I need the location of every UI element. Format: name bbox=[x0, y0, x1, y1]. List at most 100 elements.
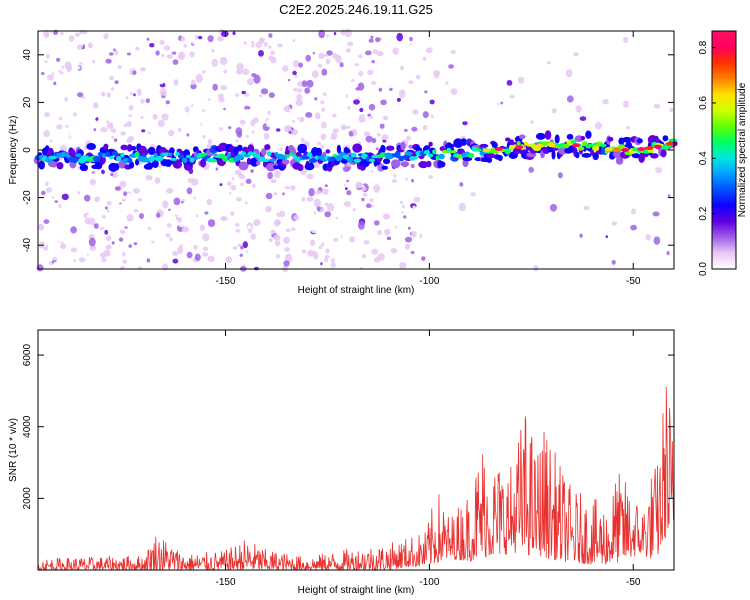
spectrogram-cell bbox=[243, 51, 248, 56]
spectrogram-cell bbox=[95, 117, 99, 121]
spectrogram-cell bbox=[400, 141, 406, 151]
spectrogram-cell bbox=[418, 161, 429, 169]
spectrogram-cell bbox=[117, 65, 122, 70]
spectrogram-cell bbox=[46, 48, 52, 54]
spectrogram-cell bbox=[566, 133, 574, 140]
spectrogram-cell bbox=[422, 111, 429, 119]
spectrogram-cell bbox=[195, 214, 199, 218]
spectrogram-cell bbox=[111, 171, 119, 179]
spectrogram-cell bbox=[226, 152, 231, 158]
spectrogram-cell bbox=[114, 163, 120, 171]
spectrogram-cell bbox=[298, 62, 303, 68]
spectrogram-cell bbox=[153, 152, 158, 157]
spectrogram-cell bbox=[666, 251, 670, 256]
spectrogram-cell bbox=[204, 211, 209, 215]
spectrogram-cell bbox=[162, 200, 169, 209]
spectrogram-cell bbox=[45, 145, 50, 151]
spectrogram-cell bbox=[474, 148, 482, 152]
spectrogram-cell bbox=[202, 109, 206, 112]
spectrogram-cell bbox=[292, 171, 296, 177]
spectrogram-cell bbox=[149, 43, 155, 48]
spectrogram-cell bbox=[149, 120, 154, 126]
spectrogram-cell bbox=[207, 255, 215, 263]
spectrogram-cell bbox=[259, 142, 265, 149]
spectrogram-cell bbox=[325, 248, 330, 254]
spectrogram-cell bbox=[409, 36, 413, 42]
spectrogram-cell bbox=[140, 67, 147, 72]
spectrogram-cell bbox=[202, 135, 206, 139]
spectrogram-cell bbox=[377, 230, 382, 236]
spectrogram-y-axis-label: Frequency (Hz) bbox=[8, 116, 19, 185]
spectrogram-cell bbox=[292, 59, 300, 68]
spectrogram-cell bbox=[268, 33, 273, 38]
spectrogram-cell bbox=[292, 70, 297, 76]
spectrogram-cell bbox=[111, 241, 115, 245]
spectrogram-cell bbox=[494, 147, 503, 151]
spectrogram-cell bbox=[299, 51, 306, 56]
spectrogram-ytick-label: 20 bbox=[22, 96, 33, 108]
spectrogram-cell bbox=[218, 127, 224, 131]
spectrogram-cell bbox=[320, 100, 325, 105]
spectrogram-cell bbox=[106, 209, 110, 213]
spectrogram-cell bbox=[424, 90, 428, 94]
spectrogram-cell bbox=[395, 152, 400, 156]
spectrogram-cell bbox=[291, 119, 295, 123]
colorbar-tick-label: 0.4 bbox=[698, 151, 709, 165]
spectrogram-cell bbox=[202, 233, 210, 242]
spectrogram-cell bbox=[515, 145, 524, 150]
spectrogram-cell bbox=[300, 137, 305, 143]
spectrogram-cell bbox=[225, 256, 233, 264]
spectrogram-cell bbox=[339, 62, 344, 68]
spectrogram-cell bbox=[422, 56, 427, 61]
spectrogram-cell bbox=[367, 69, 374, 76]
spectrogram-cell bbox=[133, 242, 138, 246]
spectrogram-cell bbox=[250, 169, 254, 173]
spectrogram-cell bbox=[282, 192, 285, 196]
spectrogram-cell bbox=[123, 191, 128, 197]
spectrogram-cell bbox=[572, 143, 581, 148]
spectrogram-cell bbox=[57, 36, 64, 43]
spectrogram-cell bbox=[173, 45, 181, 53]
spectrogram-cell bbox=[177, 127, 182, 133]
spectrogram-cell bbox=[653, 103, 661, 109]
spectrogram-cell bbox=[544, 130, 552, 140]
spectrogram-cell bbox=[318, 29, 326, 39]
spectrogram-cell bbox=[106, 120, 110, 124]
spectrogram-cell bbox=[70, 171, 75, 177]
spectrogram-cell bbox=[226, 181, 232, 186]
spectrogram-cell bbox=[383, 158, 391, 165]
spectrogram-cell bbox=[402, 155, 408, 160]
spectrogram-cell bbox=[636, 138, 643, 144]
spectrogram-cell bbox=[172, 59, 179, 65]
spectrogram-cell bbox=[322, 188, 329, 195]
spectrogram-cell bbox=[630, 208, 637, 215]
spectrogram-cell bbox=[437, 161, 446, 168]
spectrogram-cell bbox=[533, 264, 539, 272]
spectrogram-cell bbox=[365, 203, 372, 208]
spectrogram-cell bbox=[43, 219, 50, 225]
spectrogram-cell bbox=[168, 129, 175, 137]
spectrogram-cell bbox=[579, 116, 587, 121]
spectrogram-cell bbox=[59, 31, 64, 36]
spectrogram-cell bbox=[346, 125, 351, 129]
spectrogram-cell bbox=[217, 36, 224, 42]
spectrogram-cell bbox=[309, 162, 314, 169]
spectrogram-cell bbox=[335, 54, 342, 64]
spectrogram-cell bbox=[344, 187, 348, 191]
spectrogram-cell bbox=[61, 193, 69, 200]
spectrogram-cell bbox=[38, 174, 43, 179]
spectrogram-cell bbox=[324, 211, 332, 218]
spectrogram-cell bbox=[193, 244, 198, 250]
spectrogram-cell bbox=[509, 94, 515, 99]
spectrogram-cell bbox=[114, 80, 119, 85]
spectrogram-speckle bbox=[36, 28, 674, 273]
spectrogram-cell bbox=[245, 178, 252, 184]
spectrogram-cell bbox=[495, 161, 501, 168]
spectrogram-cell bbox=[110, 172, 114, 177]
spectrogram-cell bbox=[268, 45, 272, 49]
spectrogram-cell bbox=[274, 74, 278, 79]
spectrogram-cell bbox=[667, 194, 671, 198]
spectrogram-cell bbox=[172, 159, 183, 169]
spectrogram-cell bbox=[357, 221, 365, 230]
spectrogram-cell bbox=[400, 65, 404, 71]
